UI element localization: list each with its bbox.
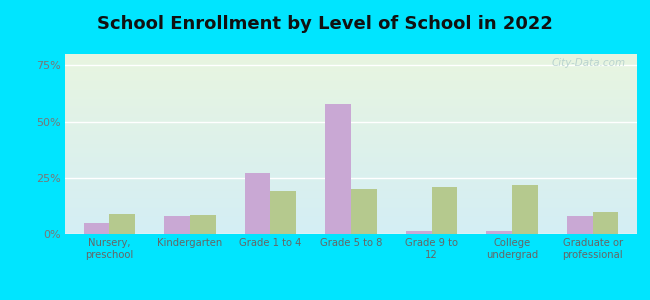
Bar — [512, 184, 538, 234]
Bar — [244, 173, 270, 234]
Bar — [164, 216, 190, 234]
Bar — [432, 187, 458, 234]
Bar — [351, 189, 377, 234]
Bar — [84, 223, 109, 234]
Bar — [593, 212, 618, 234]
Text: City-Data.com: City-Data.com — [551, 58, 625, 68]
Bar — [406, 231, 432, 234]
Bar — [109, 214, 135, 234]
Bar — [270, 191, 296, 234]
Bar — [325, 103, 351, 234]
Text: School Enrollment by Level of School in 2022: School Enrollment by Level of School in … — [97, 15, 553, 33]
Bar — [567, 216, 593, 234]
Bar — [486, 231, 512, 234]
Bar — [190, 215, 216, 234]
